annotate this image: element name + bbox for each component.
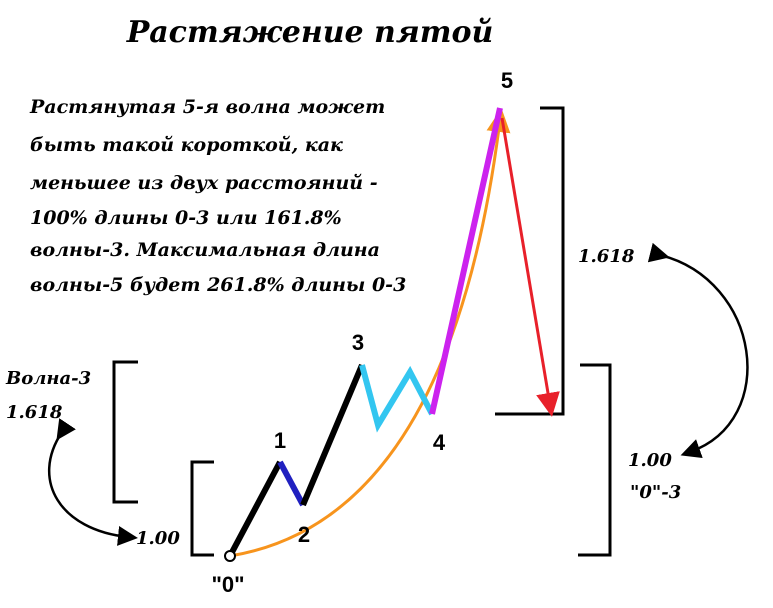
description-line: меньшее из двух расстояний - [30, 172, 378, 194]
bracket [495, 106, 565, 416]
wave-1 [227, 460, 283, 558]
description-line: Растянутая 5-я волна может [29, 96, 385, 118]
point-label: 2 [298, 522, 310, 547]
retrace-arrow [500, 117, 560, 417]
point-label: 5 [501, 68, 513, 93]
description-line: волны-3. Максимальная длина [30, 239, 380, 261]
origin-point [224, 550, 236, 562]
description-line: быть такой короткой, как [30, 134, 343, 156]
description: Растянутая 5-я волна может быть такой ко… [29, 96, 406, 296]
point-label: 3 [352, 330, 364, 355]
wave-2 [277, 460, 306, 507]
ratio-label: 1.00 [136, 528, 180, 549]
point-label: "0" [211, 572, 244, 597]
ratio-label: 1.618 [578, 246, 635, 267]
title: Растяжение пятой [126, 15, 494, 50]
wave-3 [300, 363, 365, 507]
point-label: 4 [433, 430, 446, 455]
description-line: волны-5 будет 261.8% длины 0-3 [30, 274, 406, 296]
ratio-arrow [647, 242, 749, 459]
ratio-label: "0"-3 [630, 482, 681, 503]
point-label: 1 [274, 428, 286, 453]
ratio-label: 1.00 [628, 450, 672, 471]
bracket [112, 360, 138, 504]
ratio-label: 1.618 [6, 402, 63, 423]
wave-5 [429, 107, 503, 415]
ratio-arrow [47, 418, 138, 546]
bracket [190, 460, 214, 557]
wave-4 [359, 364, 435, 433]
extension-curve [229, 108, 511, 558]
ratio-label: Волна-3 [5, 368, 91, 389]
bracket [578, 363, 612, 557]
description-line: 100% длины 0-3 или 161.8% [30, 207, 342, 229]
